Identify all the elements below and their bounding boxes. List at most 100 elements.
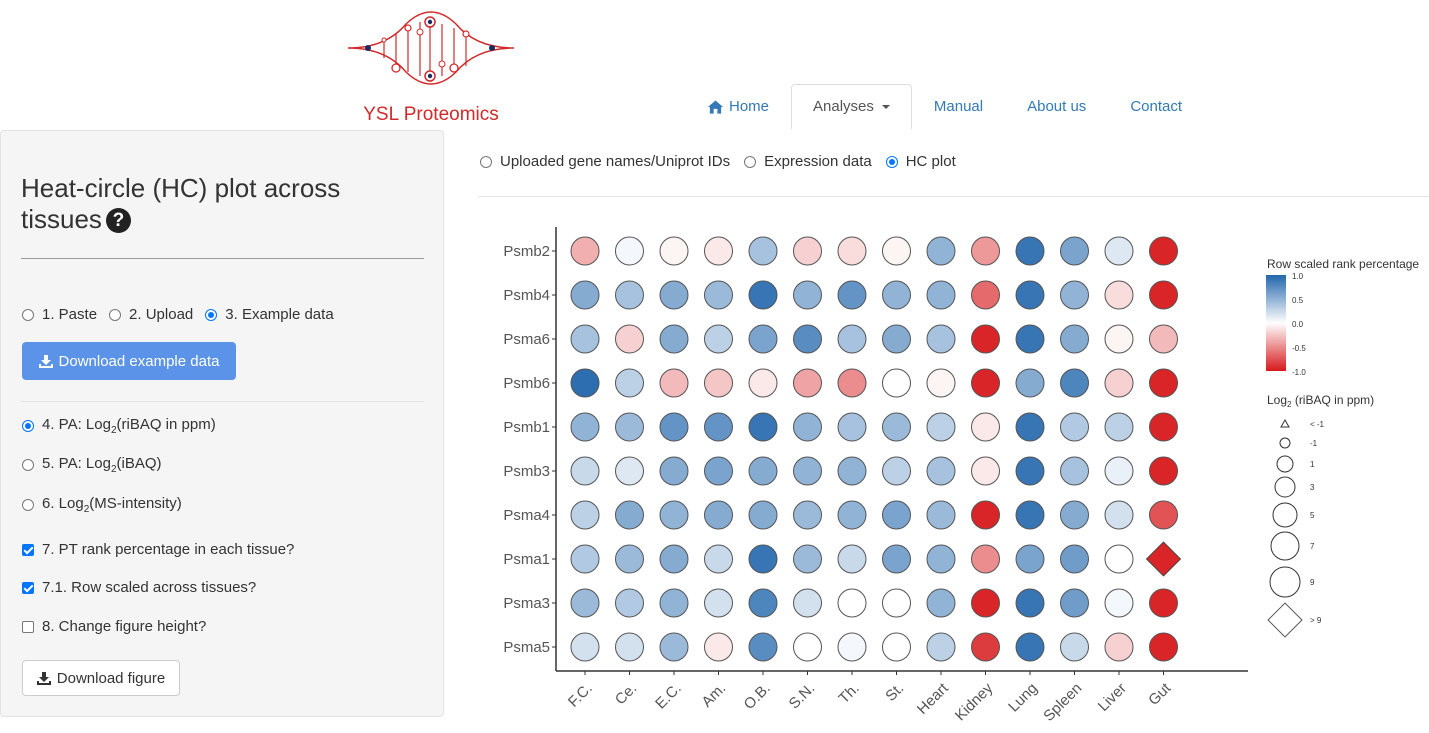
data-circle [704, 280, 733, 310]
nav-home[interactable]: Home [686, 84, 791, 129]
data-circle [704, 544, 733, 574]
nav-manual[interactable]: Manual [912, 84, 1005, 129]
checkbox-box[interactable] [22, 620, 34, 633]
radio-label: 6. Log2(MS-intensity) [42, 495, 182, 515]
data-circle [882, 236, 911, 266]
data-circle [793, 588, 822, 618]
data-circle [659, 236, 689, 266]
size-legend-label: 5 [1310, 511, 1315, 520]
radio-label: 3. Example data [225, 306, 334, 323]
radio-circle[interactable] [205, 308, 218, 321]
x-tick-label: S.N. [786, 680, 819, 713]
download-figure-button[interactable]: Download figure [22, 660, 180, 696]
data-circle [1149, 500, 1178, 530]
x-tick-label: Kidney [952, 679, 997, 724]
data-circle [1015, 632, 1045, 662]
data-circle [1104, 544, 1134, 574]
tab-label: HC plot [905, 153, 956, 170]
data-circle [793, 544, 822, 574]
radio-circle[interactable] [744, 155, 757, 168]
tab-hc-plot[interactable]: HC plot [885, 153, 956, 170]
label-part: 6. Log [42, 495, 84, 512]
x-tick-label: St. [882, 680, 907, 705]
color-legend-title: Row scaled rank percentage [1267, 257, 1419, 271]
data-circle [704, 412, 733, 442]
radio-ms-intensity[interactable]: 6. Log2(MS-intensity) [22, 495, 182, 515]
data-circle [793, 500, 822, 530]
tab-uploaded-ids[interactable]: Uploaded gene names/Uniprot IDs [480, 153, 730, 170]
color-legend-tick: 1.0 [1292, 272, 1304, 281]
label-sub: 2 [83, 504, 90, 515]
radio-upload[interactable]: 2. Upload [109, 306, 193, 323]
data-circle [926, 544, 956, 574]
radio-circle[interactable] [885, 155, 898, 168]
data-circle [882, 368, 911, 398]
nav-contact[interactable]: Contact [1108, 84, 1204, 129]
data-circle [748, 544, 778, 574]
radio-pa-ibaq[interactable]: 5. PA: Log2(iBAQ) [22, 455, 162, 475]
data-circle [570, 632, 600, 662]
nav-analyses[interactable]: Analyses [791, 84, 912, 129]
data-circle [882, 588, 911, 618]
data-circle [882, 500, 911, 530]
data-circle [837, 368, 867, 398]
label-part: (riBAQ in ppm) [116, 416, 216, 433]
radio-pa-ribaq[interactable]: 4. PA: Log2(riBAQ in ppm) [22, 416, 216, 436]
nav-contact-label: Contact [1130, 98, 1183, 115]
data-circle [704, 456, 733, 486]
data-circle [615, 280, 644, 310]
data-circle [971, 280, 1000, 310]
data-circle [1104, 236, 1134, 266]
data-circle [882, 324, 911, 354]
download-icon [36, 671, 51, 685]
data-circle [570, 412, 600, 442]
data-circle [837, 588, 867, 618]
sidebar-panel: Heat-circle (HC) plot across tissues? 1.… [0, 130, 444, 717]
data-circle [1104, 588, 1134, 618]
checkbox-row-scaled[interactable]: 7.1. Row scaled across tissues? [22, 579, 256, 596]
data-circle [1104, 500, 1134, 530]
y-tick-label: Psma1 [503, 551, 550, 568]
checkbox-box[interactable] [22, 581, 34, 594]
tab-expression-data[interactable]: Expression data [744, 153, 872, 170]
data-circle [1015, 368, 1045, 398]
y-tick-label: Psma6 [503, 331, 550, 348]
radio-label: 2. Upload [129, 306, 194, 323]
main-nav: Home Analyses Manual About us Contact [686, 84, 1204, 130]
radio-circle[interactable] [22, 499, 34, 511]
data-circle [704, 236, 733, 266]
size-legend-triangle [1280, 418, 1290, 428]
size-legend-circle [1274, 476, 1296, 498]
nav-about-us[interactable]: About us [1005, 84, 1108, 129]
radio-paste[interactable]: 1. Paste [22, 306, 97, 323]
data-circle [615, 588, 644, 618]
radio-circle[interactable] [22, 308, 34, 321]
data-circle [570, 588, 600, 618]
data-circle [570, 368, 600, 398]
checkbox-figure-height[interactable]: 8. Change figure height? [22, 618, 206, 635]
radio-circle[interactable] [109, 308, 122, 321]
y-tick-label: Psma4 [503, 507, 550, 524]
checkbox-rank-percentage[interactable]: 7. PT rank percentage in each tissue? [22, 541, 294, 558]
data-circle [971, 544, 1000, 574]
data-circle [1149, 412, 1178, 442]
size-legend-label: -1 [1310, 439, 1318, 448]
data-circle [615, 632, 644, 662]
nav-home-label: Home [729, 98, 770, 115]
radio-circle[interactable] [480, 155, 492, 168]
radio-circle[interactable] [22, 459, 34, 471]
page-title-text: Heat-circle (HC) plot across tissues [21, 173, 341, 234]
radio-circle[interactable] [22, 420, 34, 432]
download-example-button[interactable]: Download example data [22, 342, 236, 380]
data-circle [837, 632, 867, 662]
data-circle [1060, 544, 1089, 574]
y-tick-label: Psmb3 [503, 463, 550, 480]
data-circle [926, 236, 956, 266]
checkbox-box[interactable] [22, 543, 34, 556]
help-icon[interactable]: ? [105, 208, 131, 233]
label-part: 5. PA: Log [42, 455, 111, 472]
data-circle [1104, 280, 1134, 310]
radio-example-data[interactable]: 3. Example data [205, 306, 334, 323]
data-circle [926, 324, 956, 354]
size-legend-title-sub: 2 [1287, 400, 1292, 409]
